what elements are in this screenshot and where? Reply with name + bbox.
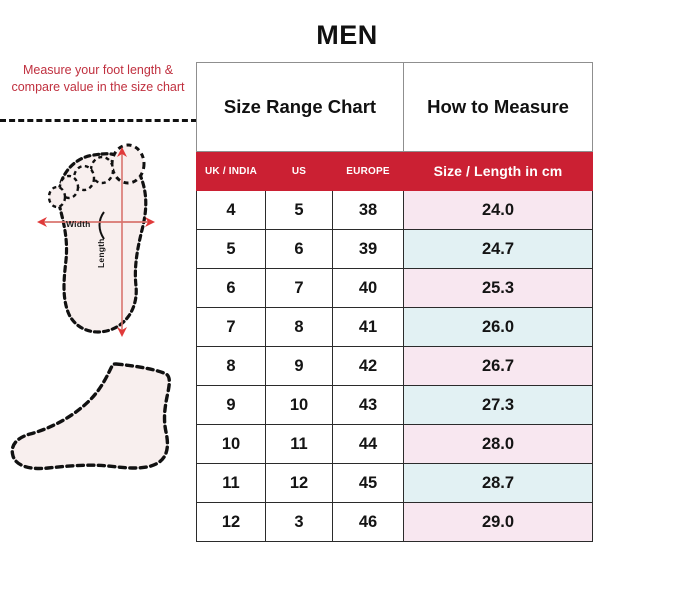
length-arrow-bottom: [117, 327, 127, 337]
width-label: Width: [66, 219, 91, 229]
cell-us: 5: [265, 190, 333, 230]
cell-uk-india: 11: [196, 463, 266, 503]
foot-profile-icon: [10, 362, 172, 471]
cell-us: 3: [265, 502, 333, 542]
arch-detail: [98, 211, 105, 240]
measure-instruction-text: Measure your foot length & compare value…: [11, 63, 185, 94]
length-label: Length: [96, 238, 106, 268]
cell-europe: 40: [331, 268, 405, 308]
cell-cm: 25.3: [403, 268, 594, 308]
group-header-how-to-measure: How to Measure: [403, 62, 594, 152]
cell-europe: 38: [331, 190, 405, 230]
cell-cm: 26.0: [403, 307, 594, 347]
toe-little: [47, 185, 67, 209]
cell-us: 12: [265, 463, 333, 503]
cell-uk-india: 5: [196, 229, 266, 269]
cell-us: 10: [265, 385, 333, 425]
cell-us: 11: [265, 424, 333, 464]
table-row: 12 3 46 29.0: [196, 502, 594, 542]
cell-cm: 24.7: [403, 229, 594, 269]
cell-cm: 27.3: [403, 385, 594, 425]
cell-europe: 45: [331, 463, 405, 503]
table-row: 5 6 39 24.7: [196, 229, 594, 269]
cell-cm: 28.7: [403, 463, 594, 503]
table-row: 4 5 38 24.0: [196, 190, 594, 230]
cell-us: 9: [265, 346, 333, 386]
table-column-header-row: UK / INDIA US EUROPE Size / Length in cm: [196, 151, 594, 191]
cell-uk-india: 4: [196, 190, 266, 230]
footprint-sole-icon: [37, 143, 155, 337]
cell-uk-india: 6: [196, 268, 266, 308]
dashed-divider: [0, 119, 197, 122]
cell-europe: 44: [331, 424, 405, 464]
cell-cm: 26.7: [403, 346, 594, 386]
size-range-table: Size Range Chart How to Measure UK / IND…: [195, 62, 594, 542]
profile-outline: [10, 362, 172, 471]
column-header-size-length-cm: Size / Length in cm: [403, 151, 594, 191]
cell-uk-india: 12: [196, 502, 266, 542]
cell-cm: 28.0: [403, 424, 594, 464]
column-header-us: US: [265, 151, 333, 191]
table-row: 9 10 43 27.3: [196, 385, 594, 425]
group-header-size-range-chart: Size Range Chart: [195, 62, 405, 152]
table-row: 8 9 42 26.7: [196, 346, 594, 386]
cell-uk-india: 10: [196, 424, 266, 464]
cell-cm: 29.0: [403, 502, 594, 542]
cell-us: 6: [265, 229, 333, 269]
cell-uk-india: 7: [196, 307, 266, 347]
cell-europe: 46: [331, 502, 405, 542]
width-arrow-right: [145, 217, 155, 227]
toe-third: [72, 164, 96, 192]
column-header-uk-india: UK / INDIA: [196, 151, 266, 191]
table-row: 10 11 44 28.0: [196, 424, 594, 464]
table-row: 11 12 45 28.7: [196, 463, 594, 503]
cell-uk-india: 8: [196, 346, 266, 386]
width-arrow-left: [37, 217, 47, 227]
cell-cm: 24.0: [403, 190, 594, 230]
toe-big: [110, 143, 146, 185]
table-group-header-row: Size Range Chart How to Measure: [195, 62, 594, 152]
cell-us: 8: [265, 307, 333, 347]
page-title: MEN: [316, 20, 378, 50]
cell-europe: 42: [331, 346, 405, 386]
length-arrow-top: [117, 147, 127, 157]
cell-europe: 43: [331, 385, 405, 425]
cell-us: 7: [265, 268, 333, 308]
column-header-europe: EUROPE: [331, 151, 405, 191]
cell-europe: 39: [331, 229, 405, 269]
cell-europe: 41: [331, 307, 405, 347]
table-row: 6 7 40 25.3: [196, 268, 594, 308]
cell-uk-india: 9: [196, 385, 266, 425]
table-row: 7 8 41 26.0: [196, 307, 594, 347]
